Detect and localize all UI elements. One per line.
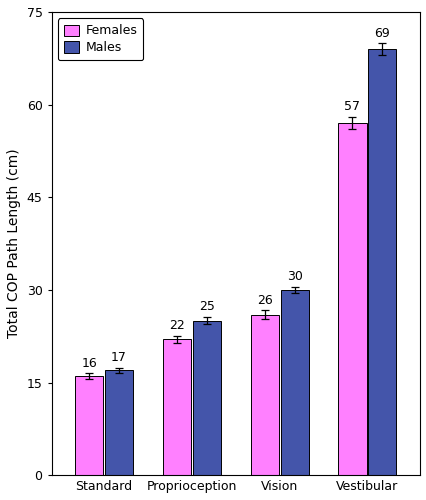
Bar: [338, 123, 366, 475]
Text: 25: 25: [199, 300, 214, 314]
Y-axis label: Total COP Path Length (cm): Total COP Path Length (cm): [7, 149, 21, 338]
Text: 57: 57: [344, 100, 360, 113]
Text: 16: 16: [81, 356, 97, 370]
Text: 22: 22: [169, 319, 184, 332]
Bar: [250, 314, 278, 475]
Legend: Females, Males: Females, Males: [58, 18, 143, 60]
Text: 30: 30: [286, 270, 302, 283]
Bar: [105, 370, 133, 475]
Bar: [75, 376, 103, 475]
Text: 69: 69: [374, 26, 389, 40]
Text: 26: 26: [256, 294, 272, 306]
Bar: [367, 49, 395, 475]
Bar: [193, 321, 220, 475]
Text: 17: 17: [111, 351, 127, 364]
Bar: [280, 290, 308, 475]
Bar: [163, 340, 190, 475]
